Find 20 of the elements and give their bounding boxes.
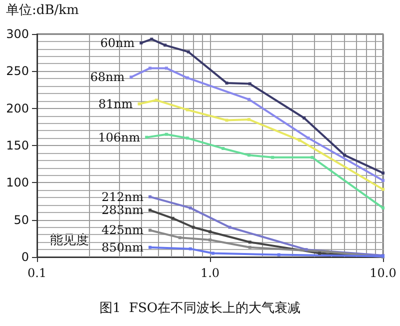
y-tick-label: 300 [6,27,29,41]
series-label: 106nm [98,130,141,144]
series-label: 212nm [101,190,144,204]
y-tick-label: 150 [6,138,29,152]
series-label: 81nm [98,96,134,111]
x-tick-label: 10.0 [370,266,396,280]
series-label: 850nm [101,240,144,254]
text: 图1 FSO在不同波长上的大气衰减 [99,300,301,316]
x-tick-label: 0.1 [27,266,47,280]
y-tick-label: 50 [14,212,29,227]
y-tick-label: 0 [21,250,29,264]
y-tick-label: 100 [6,176,29,190]
y-tick-label: 200 [6,101,29,116]
series-label: 60nm [100,36,136,50]
y-axis-title: 单位:dB/km [6,3,79,18]
x-tick-label: 1.0 [200,266,220,280]
y-tick-label: 250 [6,64,29,78]
series-label: 283nm [101,203,144,218]
series-label: 68nm [90,70,126,84]
series-label: 425nm [101,223,144,238]
